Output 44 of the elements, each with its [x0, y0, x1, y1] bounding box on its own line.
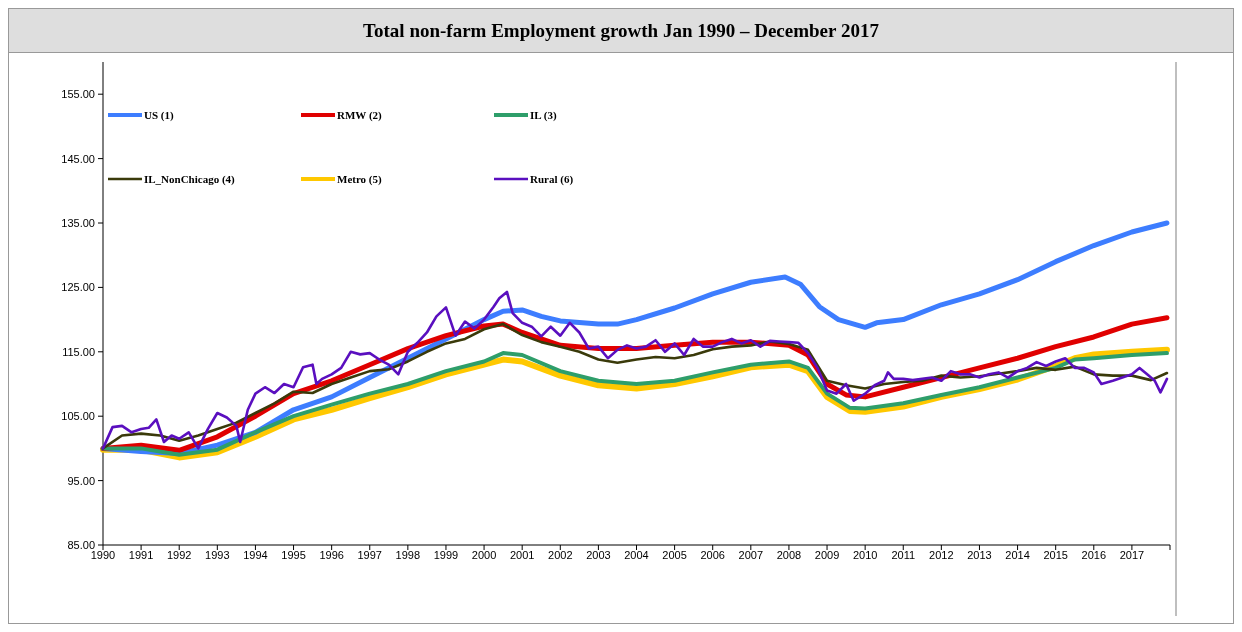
x-tick-label: 1998 [395, 549, 421, 561]
x-tick-label: 1997 [357, 549, 382, 561]
x-tick-label: 2016 [1081, 549, 1107, 561]
line-series [101, 290, 1169, 450]
x-tick-label: 2013 [967, 549, 992, 561]
chart-title: Total non-farm Employment growth Jan 1990 – December 2017 [363, 20, 880, 41]
legend-label: Rural (6) [530, 173, 574, 186]
x-tick-label: 2017 [1119, 549, 1145, 561]
x-tick-label: 1999 [433, 549, 459, 561]
x-tick-label: 2004 [624, 549, 649, 561]
x-tick-label: 1993 [205, 549, 230, 561]
x-tick-label: 1995 [281, 549, 306, 561]
x-tick-label: 1996 [319, 549, 344, 561]
y-tick-label: 145.00 [61, 152, 95, 165]
legend-label: IL (3) [530, 109, 557, 122]
y-tick-label: 115.00 [62, 345, 95, 358]
x-tick-label: 2007 [738, 549, 764, 561]
x-tick-label: 1992 [166, 549, 192, 561]
x-tick-label: 2006 [700, 549, 725, 561]
y-tick-label: 155.00 [61, 88, 95, 101]
x-tick-label: 2001 [509, 549, 535, 561]
x-tick-label: 2008 [776, 549, 802, 561]
legend-label: RMW (2) [337, 109, 383, 122]
y-tick-label: 95.00 [67, 474, 95, 487]
x-tick-label: 1991 [128, 549, 154, 561]
x-tick-label: 2003 [586, 549, 611, 561]
legend-label: IL_NonChicago (4) [144, 173, 236, 186]
y-tick-label: 105.00 [61, 410, 95, 423]
legend-label: Metro (5) [337, 173, 383, 186]
x-tick-label: 1990 [90, 549, 116, 561]
x-tick-label: 2015 [1043, 549, 1068, 561]
y-tick-label: 125.00 [61, 281, 95, 294]
x-tick-label: 2009 [814, 549, 840, 561]
x-tick-label: 1994 [243, 549, 268, 561]
x-tick-label: 2005 [662, 549, 687, 561]
y-tick-label: 135.00 [61, 217, 95, 229]
x-tick-label: 2002 [548, 549, 573, 561]
legend-label: US (1) [144, 109, 174, 122]
x-tick-label: 2011 [891, 549, 916, 561]
x-tick-label: 2014 [1005, 549, 1030, 561]
x-tick-label: 2012 [929, 549, 954, 561]
y-tick-label: 85.00 [67, 539, 95, 551]
x-tick-label: 2000 [471, 549, 497, 561]
x-tick-label: 2010 [852, 549, 878, 561]
